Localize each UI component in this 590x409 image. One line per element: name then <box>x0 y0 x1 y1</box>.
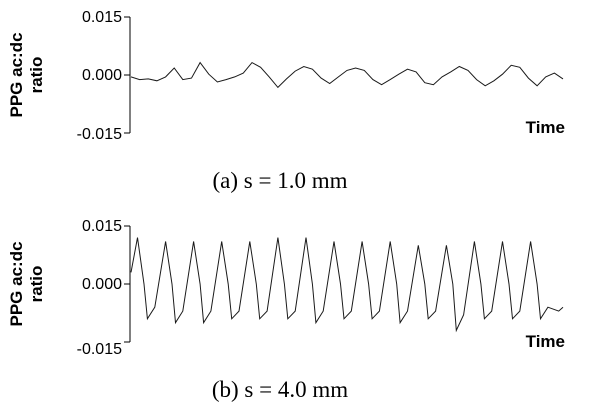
panel-b-ylabel-line2: ratio <box>27 266 46 303</box>
panel-a-series-line <box>130 61 564 89</box>
panel-b-xlabel: Time <box>526 332 565 351</box>
panel-b-series-line <box>130 237 564 333</box>
panel-a-ytick-label-top: 0.015 <box>82 9 122 26</box>
panel-b: PPG ac:dc ratio 0.015 0.000 -0.015 Time … <box>7 218 565 402</box>
panel-a: PPG ac:dc ratio 0.015 0.000 -0.015 Time … <box>7 9 565 193</box>
panel-b-ytick-label-top: 0.015 <box>82 218 122 235</box>
panel-a-xlabel: Time <box>526 118 565 137</box>
panel-b-ytick-label-bottom: -0.015 <box>77 341 122 358</box>
panel-b-caption: (b) s = 4.0 mm <box>212 377 348 402</box>
panel-a-caption: (a) s = 1.0 mm <box>213 168 348 193</box>
panel-b-ylabel-line1: PPG ac:dc <box>7 241 26 326</box>
panel-a-ylabel-line2: ratio <box>27 57 46 94</box>
panel-b-ytick-label-mid: 0.000 <box>82 276 122 293</box>
panel-a-ylabel-line1: PPG ac:dc <box>7 32 26 117</box>
panel-a-ytick-label-mid: 0.000 <box>82 67 122 84</box>
panel-a-ytick-label-bottom: -0.015 <box>77 126 122 143</box>
